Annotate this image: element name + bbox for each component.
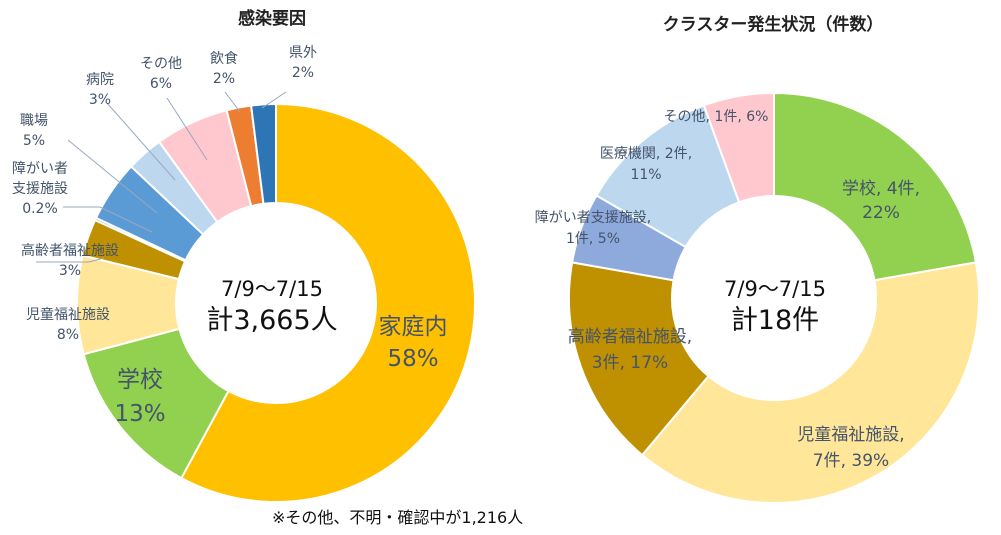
slice-label-school-pct: 13% (114, 401, 165, 427)
cluster-label-other: その他, 1件, 6% (664, 109, 769, 125)
footnote: ※その他、不明・確認中が1,216人 (272, 508, 523, 527)
slice-label-elderly-welfare-pct: 3% (59, 263, 81, 279)
slice-label-hospital-pct: 3% (89, 92, 111, 108)
cluster-label-school-pct: 22% (862, 203, 900, 223)
slice-label-hospital-name: 病院 (86, 72, 114, 88)
slice-label-disability-pct: 0.2% (22, 201, 58, 217)
slice-label-dining-pct: 2% (213, 71, 235, 87)
chart-1-title: 感染要因 (238, 8, 306, 29)
slice-label-outside-pref-pct: 2% (292, 65, 314, 81)
slice-label-home-name: 家庭内 (379, 314, 448, 340)
donut2-slice-5 (702, 91, 775, 204)
slice-label-workplace-pct: 5% (23, 133, 45, 149)
slice-label-outside-pref-name: 県外 (289, 45, 317, 61)
slice-label-child-welfare-name: 児童福祉施設 (26, 306, 110, 323)
donut1-slice-0 (180, 102, 476, 503)
slice-label-workplace-name: 職場 (20, 113, 48, 129)
donut2-slice-2 (568, 261, 710, 457)
donut1-slice-9 (249, 102, 277, 205)
donut2-slice-0 (773, 91, 978, 282)
slice-label-home-pct: 58% (387, 346, 438, 372)
cluster-label-disability-1: 障がい者支援施設, (535, 210, 651, 226)
slice-label-dining-name: 飲食 (210, 50, 238, 67)
chart-1-center-total: 計3,665人 (206, 305, 337, 336)
leader-lines (36, 91, 287, 263)
chart-2-title: クラスター発生状況（件数） (663, 14, 884, 35)
slice-label-child-welfare-pct: 8% (57, 327, 79, 343)
cluster-label-disability-2: 1件, 5% (566, 231, 620, 247)
cluster-label-elderly-welfare-1: 高齢者福祉施設, (568, 327, 692, 347)
cluster-label-medical-1: 医療機関, 2件, (600, 145, 692, 162)
cluster-label-child-welfare-1: 児童福祉施設, (797, 425, 904, 445)
donut2-slice-1 (640, 261, 980, 504)
slice-label-elderly-welfare-name: 高齢者福祉施設 (21, 242, 119, 259)
cluster-label-school-1: 学校, 4件, (842, 179, 920, 199)
donut-chart-infection-factors (76, 102, 476, 503)
slice-label-disability-name-2: 支援施設 (12, 181, 68, 197)
cluster-label-elderly-welfare-2: 3件, 17% (592, 353, 668, 373)
slice-label-other-name: その他 (140, 56, 182, 72)
slice-label-disability-name-1: 障がい者 (12, 161, 68, 177)
cluster-label-medical-pct: 11% (630, 167, 661, 183)
chart-2-center-period: 7/9～7/15 (724, 277, 826, 301)
donut-chart-clusters (568, 91, 980, 504)
chart-2-center-total: 計18件 (731, 305, 819, 336)
cluster-label-child-welfare-2: 7件, 39% (813, 451, 889, 471)
slice-label-other-pct: 6% (150, 76, 172, 92)
slice-label-school-name: 学校 (117, 367, 163, 393)
chart-1-center-period: 7/9～7/15 (221, 277, 323, 301)
